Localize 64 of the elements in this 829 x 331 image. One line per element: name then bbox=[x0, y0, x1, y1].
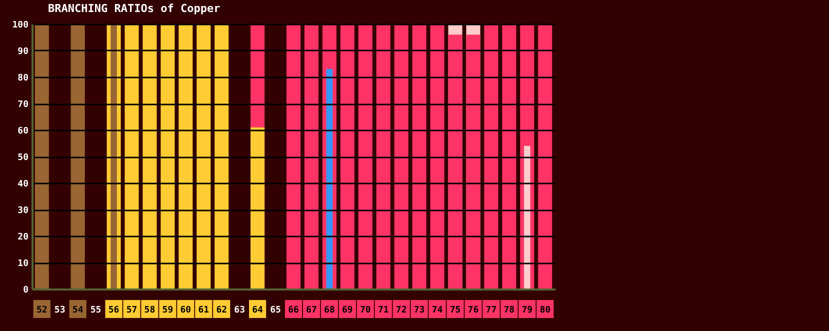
bar bbox=[110, 24, 117, 289]
bar bbox=[214, 24, 229, 289]
x-tick-label: 76 bbox=[468, 306, 479, 316]
bar bbox=[142, 24, 157, 289]
bar bbox=[250, 127, 265, 289]
bar bbox=[160, 24, 175, 289]
y-tick-label: 60 bbox=[18, 126, 28, 136]
y-tick-label: 90 bbox=[18, 47, 28, 57]
x-tick-label: 61 bbox=[198, 306, 210, 316]
y-tick-label: 20 bbox=[18, 232, 28, 242]
bar bbox=[430, 24, 444, 289]
x-tick-label: 80 bbox=[540, 306, 551, 316]
y-tick-label: 30 bbox=[18, 206, 28, 216]
x-tick-label: 79 bbox=[522, 306, 533, 316]
x-tick-label: 74 bbox=[432, 306, 444, 316]
bar bbox=[524, 146, 530, 289]
y-tick-label: 100 bbox=[12, 20, 28, 30]
x-tick-label: 66 bbox=[288, 306, 299, 316]
x-tick-label: 72 bbox=[396, 306, 407, 316]
x-tick-label: 54 bbox=[72, 306, 84, 316]
bar bbox=[412, 24, 426, 289]
y-tick-label: 0 bbox=[23, 286, 28, 296]
bar bbox=[196, 24, 211, 289]
x-tick-label: 53 bbox=[54, 306, 66, 316]
x-tick-label: 75 bbox=[450, 306, 461, 316]
x-tick-label: 68 bbox=[324, 306, 335, 316]
x-tick-label: 69 bbox=[342, 306, 353, 316]
y-tick-label: 10 bbox=[18, 259, 28, 269]
bar bbox=[502, 24, 516, 289]
bar bbox=[34, 24, 49, 289]
bar bbox=[326, 69, 333, 289]
bar bbox=[124, 24, 139, 289]
x-tick-label: 57 bbox=[126, 306, 138, 316]
x-tick-label: 52 bbox=[36, 306, 48, 316]
bar bbox=[340, 24, 354, 289]
x-tick-label: 73 bbox=[414, 306, 425, 316]
x-tick-label: 62 bbox=[216, 306, 228, 316]
y-tick-label: 70 bbox=[18, 100, 28, 110]
x-tick-label: 56 bbox=[108, 306, 120, 316]
x-tick-label: 78 bbox=[504, 306, 515, 316]
x-tick-label: 64 bbox=[252, 306, 264, 316]
bar bbox=[376, 24, 390, 289]
x-tick-label: 71 bbox=[378, 306, 389, 316]
bar bbox=[538, 24, 552, 289]
y-tick-label: 80 bbox=[18, 74, 28, 84]
x-tick-label: 59 bbox=[162, 306, 174, 316]
bar bbox=[358, 24, 372, 289]
y-tick-label: 50 bbox=[18, 153, 28, 163]
x-tick-label: 77 bbox=[486, 306, 497, 316]
bar bbox=[178, 24, 193, 289]
bar bbox=[286, 24, 301, 289]
y-tick-label: 40 bbox=[18, 180, 28, 190]
bar bbox=[70, 24, 85, 289]
bar bbox=[394, 24, 408, 289]
x-tick-label: 67 bbox=[306, 306, 317, 316]
x-tick-label: 60 bbox=[180, 306, 192, 316]
bar bbox=[484, 24, 498, 289]
x-tick-label: 58 bbox=[144, 306, 156, 316]
x-tick-label: 63 bbox=[234, 306, 246, 316]
x-tick-label: 70 bbox=[360, 306, 371, 316]
chart-title: BRANCHING RATIOs of Copper bbox=[48, 2, 221, 15]
x-tick-label: 55 bbox=[90, 306, 102, 316]
bar bbox=[304, 24, 318, 289]
x-tick-label: 65 bbox=[270, 306, 281, 316]
